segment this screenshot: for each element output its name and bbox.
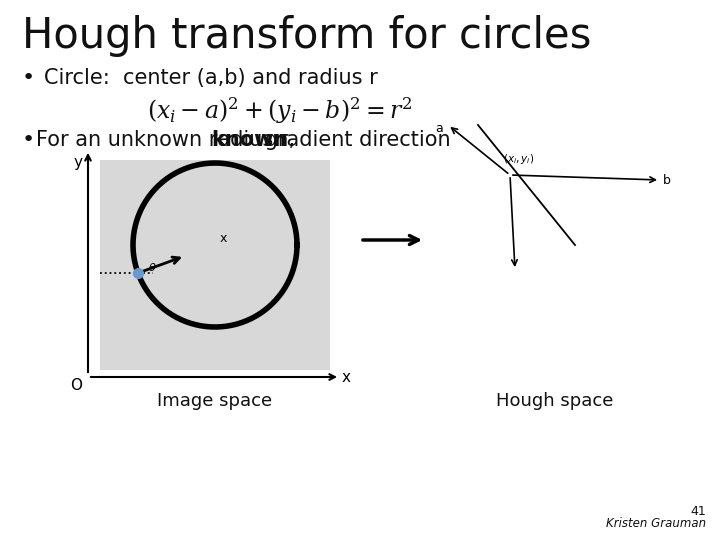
Text: $(x_i-a)^2+(y_i-b)^2=r^2$: $(x_i-a)^2+(y_i-b)^2=r^2$ xyxy=(147,95,413,126)
Text: 41: 41 xyxy=(690,505,706,518)
Text: x: x xyxy=(342,369,351,384)
Text: •: • xyxy=(22,68,35,88)
Bar xyxy=(100,160,330,370)
Text: a: a xyxy=(436,122,443,135)
Text: Image space: Image space xyxy=(158,392,273,410)
Text: •: • xyxy=(22,130,35,150)
Text: known: known xyxy=(211,130,288,150)
Text: For an unknown radius r,: For an unknown radius r, xyxy=(36,130,302,150)
Text: x: x xyxy=(220,232,228,245)
Text: $\theta$: $\theta$ xyxy=(148,261,156,273)
Text: O: O xyxy=(70,378,82,393)
Text: $(x_i,y_i)$: $(x_i,y_i)$ xyxy=(503,152,534,166)
Text: b: b xyxy=(663,173,671,186)
Text: gradient direction: gradient direction xyxy=(258,130,451,150)
Text: Hough space: Hough space xyxy=(496,392,613,410)
Text: y: y xyxy=(74,155,83,170)
Text: Circle:  center (a,b) and radius r: Circle: center (a,b) and radius r xyxy=(44,68,378,88)
Text: Hough transform for circles: Hough transform for circles xyxy=(22,15,591,57)
Text: Kristen Grauman: Kristen Grauman xyxy=(606,517,706,530)
